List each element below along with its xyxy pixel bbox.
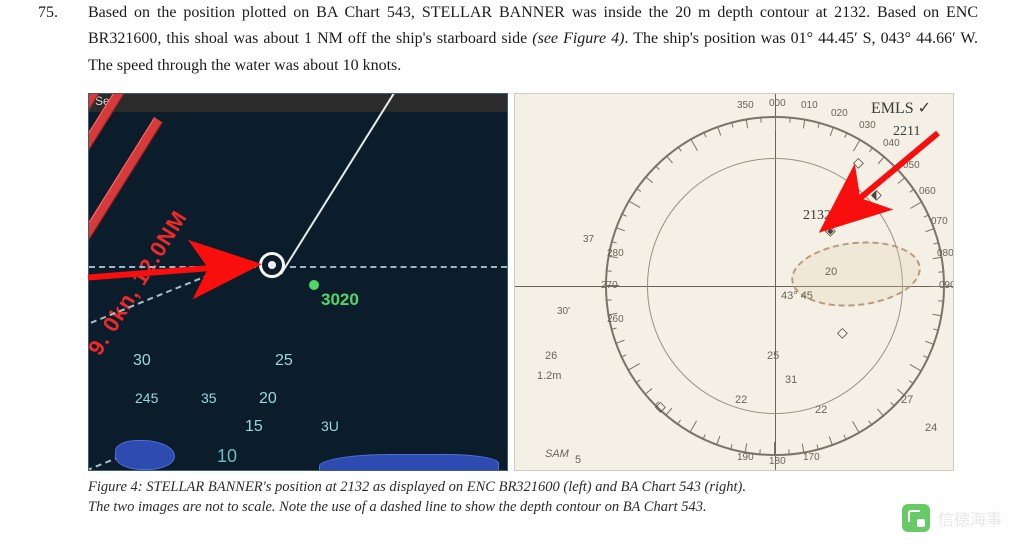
depth-24: 24 [925, 422, 937, 434]
bearing-020: 020 [831, 108, 848, 119]
ais-target-label: 3020 [321, 290, 359, 310]
enc-topbar: Set [89, 94, 507, 112]
enc-chart: Set 9. 0kn, 12.0NM 3020 [88, 93, 508, 471]
depth-31: 31 [785, 374, 797, 386]
paragraph-body: Based on the position plotted on BA Char… [88, 0, 978, 79]
paragraph-number: 75. [38, 0, 68, 79]
bearing-060: 060 [919, 186, 936, 197]
figure-4: Set 9. 0kn, 12.0NM 3020 [88, 93, 970, 518]
depth-5: 5 [575, 454, 581, 466]
fix-symbol: ◈ [825, 222, 836, 239]
depth-27: 27 [901, 394, 913, 406]
bearing-030: 030 [859, 120, 876, 131]
bearing-270: 270 [601, 280, 618, 291]
bearing-180: 180 [769, 456, 786, 467]
depth-26: 26 [545, 350, 557, 362]
depth-25: 25 [767, 350, 779, 362]
depth-3u: 3U [321, 418, 339, 434]
depth-22b: 22 [815, 404, 827, 416]
caption-line-1: Figure 4: STELLAR BANNER's position at 2… [88, 477, 970, 497]
depth-35: 35 [201, 390, 217, 406]
handwritten-2132: 2132 [803, 208, 831, 224]
watermark: 信德海事 [902, 504, 1002, 532]
fix-symbol: ◇ [853, 154, 864, 171]
red-zone-bar [88, 117, 163, 250]
fix-symbol: ⬖ [871, 186, 882, 203]
heading-vector [280, 93, 398, 275]
sam-label: SAM [545, 448, 569, 460]
bearing-050: 050 [903, 160, 920, 171]
depth-15: 15 [245, 418, 263, 436]
depth-10: 10 [217, 446, 237, 467]
watermark-text: 信德海事 [938, 506, 1002, 530]
fix-symbol: ◇ [837, 324, 848, 341]
bearing-30m: 30' [557, 306, 570, 317]
figure-reference: (see Figure 4) [532, 30, 624, 47]
depth-20: 20 [825, 266, 837, 278]
bearing-070: 070 [931, 216, 948, 227]
bearing-080: 080 [937, 248, 954, 259]
figure-caption: Figure 4: STELLAR BANNER's position at 2… [88, 477, 970, 518]
handwritten-2211: 2211 [893, 124, 920, 140]
ais-target-dot [309, 280, 319, 290]
paper-chart: 000 350 010 020 030 040 050 060 070 080 … [514, 93, 954, 471]
bearing-000: 000 [769, 98, 786, 109]
wechat-icon [902, 504, 930, 532]
depth-20: 20 [259, 390, 277, 408]
shoal-patch [115, 440, 175, 470]
bearing-090: 090 [939, 280, 954, 291]
caption-line-2: The two images are not to scale. Note th… [88, 497, 970, 517]
bearing-190: 190 [737, 452, 754, 463]
fix-symbol: ◇ [655, 398, 666, 415]
bearing-010: 010 [801, 100, 818, 111]
bearing-170: 170 [803, 452, 820, 463]
shoal-patch [319, 454, 499, 471]
bearing-37: 37 [583, 234, 594, 245]
paragraph-75: 75. Based on the position plotted on BA … [38, 0, 978, 79]
own-ship-marker [259, 252, 285, 278]
depth-22: 22 [735, 394, 747, 406]
bearing-280: 280 [607, 248, 624, 259]
center-lat: 43° 45 [781, 290, 813, 302]
depth-1.2m: 1.2m [537, 370, 561, 382]
depth-245: 245 [135, 390, 158, 406]
bearing-350: 350 [737, 100, 754, 111]
ebl-line [89, 266, 507, 268]
handwritten-emls: EMLS ✓ [871, 98, 931, 118]
depth-30: 30 [133, 352, 151, 370]
depth-25: 25 [275, 352, 293, 370]
bearing-260: 260 [607, 314, 624, 325]
speed-course-readout: 9. 0kn, 12.0NM [88, 206, 193, 360]
